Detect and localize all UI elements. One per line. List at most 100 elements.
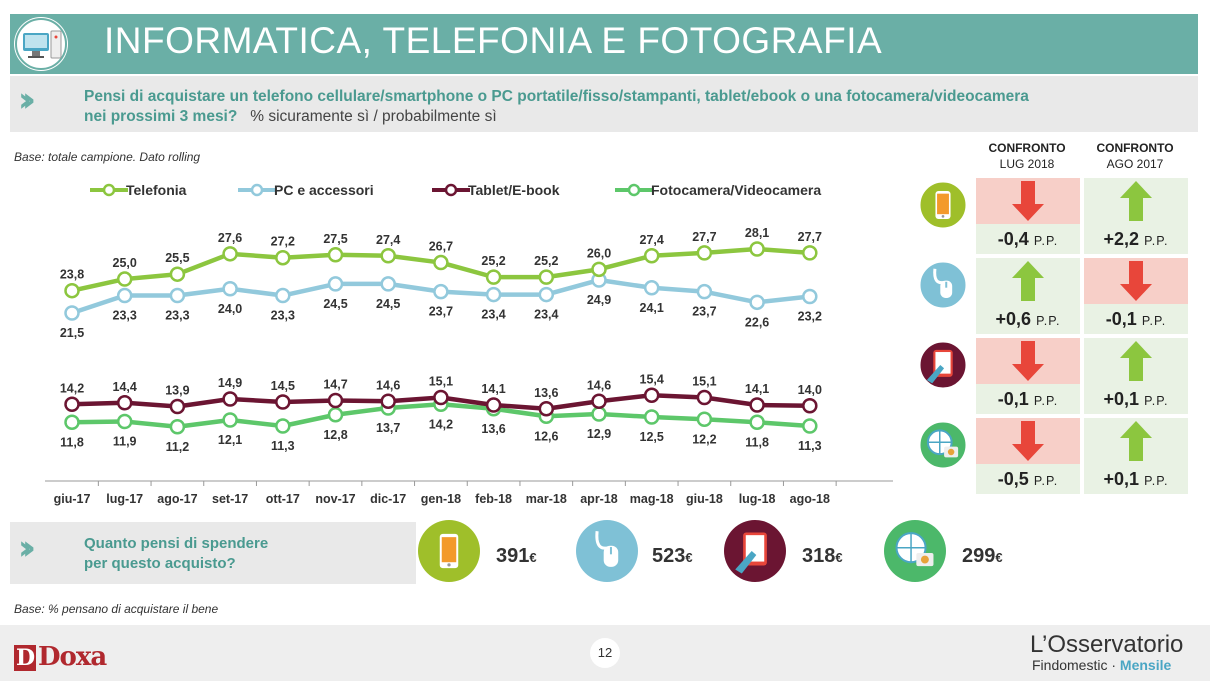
osservatorio-logo-title: L’Osservatorio: [1030, 631, 1184, 658]
tablet-icon: [916, 338, 970, 392]
change-value: -0,4: [997, 229, 1029, 249]
data-label: 26,7: [429, 240, 453, 254]
tablet-icon: [722, 518, 788, 584]
data-point: [327, 392, 344, 409]
data-point: [749, 241, 765, 257]
comparison-header-lug: CONFRONTO LUG 2018: [974, 140, 1080, 172]
data-label: 25,2: [534, 254, 558, 268]
doxa-logo: D Doxa: [14, 642, 107, 672]
data-label: 13,7: [376, 421, 400, 435]
page-number: 12: [590, 638, 620, 668]
data-label: 24,9: [587, 293, 611, 307]
data-label: 24,0: [218, 302, 242, 316]
spend-amount: 391€: [496, 545, 537, 568]
data-point: [591, 393, 607, 409]
x-tick-label: lug-17: [106, 492, 143, 506]
data-point: [485, 286, 502, 303]
question-line1: Pensi di acquistare un telefono cellular…: [84, 88, 1029, 105]
data-label: 23,7: [429, 305, 453, 319]
data-label: 14,2: [60, 381, 84, 395]
data-point: [433, 254, 449, 271]
data-label: 13,6: [481, 422, 505, 436]
computer-icon: [14, 17, 68, 71]
data-point: [538, 269, 555, 285]
data-label: 27,4: [640, 233, 664, 247]
arrow-up-icon: [1084, 178, 1188, 224]
data-label: 23,3: [271, 309, 295, 323]
question-note: % sicuramente sì / probabilmente sì: [250, 108, 497, 125]
data-label: 27,4: [376, 233, 400, 247]
legend-label: Fotocamera/Videocamera: [651, 182, 821, 198]
data-point: [485, 269, 502, 285]
data-point: [749, 397, 765, 413]
comparison-value: +0,1 P.P.: [1084, 384, 1188, 414]
data-label: 23,3: [165, 309, 189, 323]
comparison-header-sub: LUG 2018: [999, 157, 1055, 171]
base-note-top: Base: totale campione. Dato rolling: [14, 150, 201, 164]
x-tick-label: dic-17: [370, 492, 406, 506]
data-label: 11,3: [271, 439, 295, 453]
amount-value: 391: [496, 545, 530, 567]
data-label: 24,5: [323, 297, 347, 311]
data-point: [222, 246, 238, 262]
data-point: [802, 288, 818, 305]
data-point: [380, 276, 396, 292]
data-label: 25,5: [165, 251, 189, 265]
data-label: 12,1: [218, 433, 242, 447]
x-tick-label: feb-18: [475, 492, 512, 506]
camera-globe-icon: [916, 418, 970, 472]
change-value: +0,6: [995, 309, 1032, 329]
change-value: -0,1: [997, 389, 1029, 409]
grid-separator: [1083, 178, 1084, 494]
comparison-value: +0,6 P.P.: [976, 304, 1080, 334]
x-tick-label: lug-18: [739, 492, 776, 506]
data-point: [538, 286, 555, 303]
data-point: [643, 280, 660, 296]
data-label: 11,8: [745, 435, 769, 449]
data-label: 23,7: [692, 305, 716, 319]
change-unit: P.P.: [1144, 394, 1169, 408]
data-label: 11,3: [798, 439, 822, 453]
data-point: [802, 418, 818, 434]
data-point: [696, 411, 713, 427]
x-tick-label: mar-18: [526, 492, 567, 506]
change-value: +0,1: [1103, 389, 1140, 409]
data-label: 23,3: [113, 309, 137, 323]
change-unit: P.P.: [1036, 314, 1061, 328]
smartphone-icon: [916, 178, 970, 232]
currency-symbol: €: [685, 550, 693, 565]
legend-label: PC e accessori: [274, 182, 374, 198]
data-label: 23,4: [534, 308, 558, 322]
data-point: [169, 287, 186, 304]
currency-symbol: €: [835, 550, 843, 565]
comparison-header-title: CONFRONTO: [988, 141, 1066, 155]
data-point: [433, 389, 449, 406]
page-title: INFORMATICA, TELEFONIA E FOTOGRAFIA: [104, 20, 883, 61]
data-point: [275, 287, 291, 304]
arrow-down-icon: [976, 338, 1080, 384]
x-tick-label: set-17: [212, 492, 248, 506]
data-label: 14,7: [323, 378, 347, 392]
data-label: 12,9: [587, 427, 611, 441]
data-point: [116, 271, 133, 287]
comparison-header-title: CONFRONTO: [1096, 141, 1174, 155]
data-label: 24,5: [376, 297, 400, 311]
data-label: 15,1: [429, 375, 453, 389]
question-line2: nei prossimi 3 mesi?: [84, 108, 238, 125]
data-label: 23,4: [481, 308, 505, 322]
arrow-down-icon: [976, 178, 1080, 224]
comparison-value: -0,1 P.P.: [1084, 304, 1188, 334]
amount-value: 523: [652, 545, 686, 567]
data-label: 27,5: [323, 232, 347, 246]
spend-amount: 318€: [802, 545, 843, 568]
data-point: [802, 398, 818, 414]
data-label: 27,2: [271, 235, 295, 249]
data-point: [643, 387, 660, 403]
comparison-header-ago: CONFRONTO AGO 2017: [1082, 140, 1188, 172]
data-label: 14,1: [481, 382, 505, 396]
data-label: 15,4: [640, 372, 664, 386]
data-label: 25,2: [481, 254, 505, 268]
data-point: [380, 248, 396, 264]
comparison-value: +0,1 P.P.: [1084, 464, 1188, 494]
change-value: +2,2: [1103, 229, 1140, 249]
